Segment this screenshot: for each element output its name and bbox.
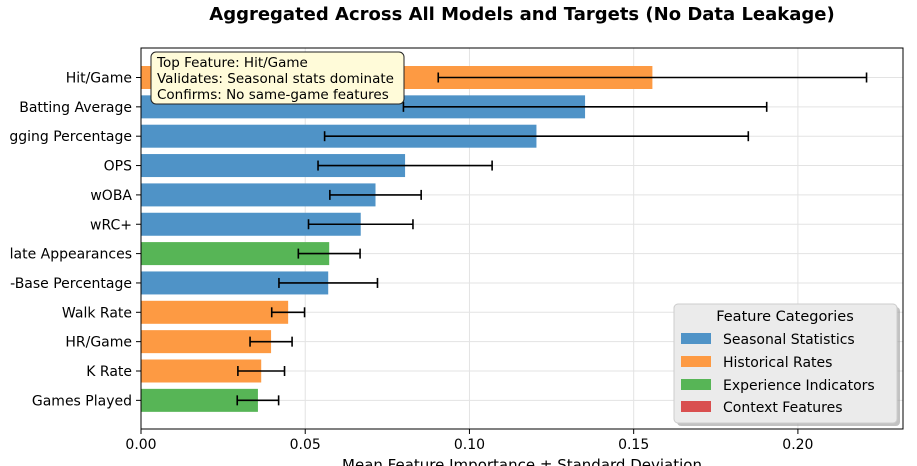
x-tick-label: 0.05 bbox=[290, 437, 321, 453]
bar bbox=[141, 242, 330, 266]
y-tick-label: -Base Percentage bbox=[10, 276, 132, 292]
y-tick-label: wOBA bbox=[90, 188, 132, 204]
legend-label-seasonal: Seasonal Statistics bbox=[723, 332, 855, 348]
x-tick-label: 0.15 bbox=[618, 437, 649, 453]
y-tick-label: Walk Rate bbox=[62, 305, 132, 321]
legend: Feature Categories Seasonal Statistics H… bbox=[673, 303, 900, 426]
y-tick-label: Hit/Game bbox=[66, 71, 132, 87]
legend-swatch-historical bbox=[681, 356, 711, 367]
x-tick-label: 0.10 bbox=[454, 437, 485, 453]
bar bbox=[141, 271, 329, 295]
bar bbox=[141, 359, 262, 383]
bar bbox=[141, 183, 376, 207]
y-tick-label: Batting Average bbox=[19, 100, 132, 116]
legend-swatch-experience bbox=[681, 379, 711, 390]
x-tick-label: 0.20 bbox=[782, 437, 813, 453]
annotation-line-1: Top Feature: Hit/Game bbox=[156, 55, 308, 71]
y-tick-label: HR/Game bbox=[65, 335, 132, 351]
annotation-line-3: Confirms: No same-game features bbox=[157, 87, 389, 103]
y-tick-label: gging Percentage bbox=[9, 129, 132, 145]
legend-swatch-seasonal bbox=[681, 333, 711, 344]
legend-label-historical: Historical Rates bbox=[723, 355, 832, 371]
bar bbox=[141, 154, 406, 178]
legend-title: Feature Categories bbox=[716, 309, 854, 325]
bars bbox=[141, 66, 653, 412]
legend-swatch-context bbox=[681, 401, 711, 412]
chart-title: Aggregated Across All Models and Targets… bbox=[209, 4, 834, 25]
y-tick-label: OPS bbox=[104, 159, 132, 175]
x-axis-ticks: 0.00 0.05 0.10 0.15 0.20 bbox=[125, 429, 813, 453]
error-bars bbox=[236, 72, 868, 406]
bar bbox=[141, 212, 361, 236]
y-axis-ticks: Hit/Game Batting Average gging Percentage O… bbox=[9, 71, 141, 409]
y-tick-label: late Appearances bbox=[10, 247, 132, 263]
annotation-box: Top Feature: Hit/Game Validates: Seasona… bbox=[150, 51, 405, 105]
legend-label-context: Context Features bbox=[723, 400, 843, 416]
x-axis-label: Mean Feature Importance ± Standard Devia… bbox=[342, 456, 702, 466]
bar bbox=[141, 300, 289, 324]
bar bbox=[141, 388, 258, 412]
annotation-line-2: Validates: Seasonal stats dominate bbox=[157, 71, 394, 87]
plot-frame bbox=[140, 47, 904, 430]
y-tick-label: wRC+ bbox=[90, 217, 132, 233]
y-tick-label: K Rate bbox=[86, 364, 132, 380]
legend-label-experience: Experience Indicators bbox=[723, 378, 875, 394]
y-tick-label: Games Played bbox=[32, 393, 132, 409]
bar bbox=[141, 330, 272, 354]
x-tick-label: 0.00 bbox=[125, 437, 156, 453]
